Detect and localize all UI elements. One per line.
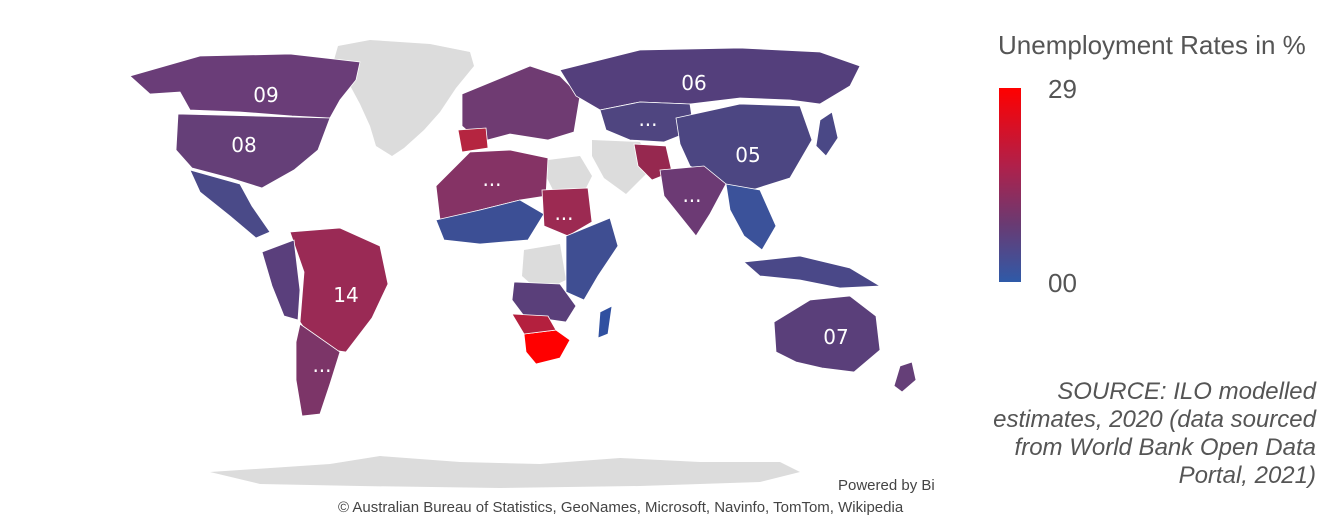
region-south-africa xyxy=(523,329,571,365)
legend-title: Unemployment Rates in % xyxy=(998,30,1306,60)
region-west-africa xyxy=(435,199,545,245)
region-southern-africa xyxy=(511,281,577,323)
map-attribution: © Australian Bureau of Statistics, GeoNa… xyxy=(338,499,904,516)
region-andes xyxy=(261,239,301,321)
source-note: SOURCE: ILO modelled estimates, 2020 (da… xyxy=(993,378,1316,489)
greenland xyxy=(334,40,474,156)
region-canada xyxy=(129,53,361,119)
region-namibia-botswana xyxy=(511,313,557,335)
label-argentina: ... xyxy=(312,353,331,377)
region-brazil xyxy=(289,227,389,353)
region-indonesia xyxy=(743,255,882,289)
region-united-states xyxy=(175,113,331,189)
drc-nodata xyxy=(522,244,566,292)
region-madagascar xyxy=(597,305,613,339)
region-australia xyxy=(773,295,881,373)
label-sudan: ... xyxy=(554,201,573,225)
region-india xyxy=(659,165,727,237)
antarctica xyxy=(210,456,800,488)
label-russia: 06 xyxy=(681,71,706,95)
region-china xyxy=(675,103,813,191)
label-united-states: 08 xyxy=(231,133,256,157)
legend-min-label: 00 xyxy=(1048,268,1077,298)
region-southeast-asia xyxy=(725,183,777,251)
label-north-africa: ... xyxy=(482,167,501,191)
region-argentina xyxy=(295,323,341,417)
region-sudan xyxy=(541,187,593,237)
label-india: ... xyxy=(682,183,701,207)
label-brazil: 14 xyxy=(333,283,358,307)
label-china: 05 xyxy=(735,143,760,167)
world-choropleth-map: 09 08 14 ... ... ... 06 ... 05 ... 07 xyxy=(129,40,917,488)
region-iberia xyxy=(457,127,489,153)
region-new-zealand xyxy=(893,361,917,393)
legend-color-scale xyxy=(999,88,1021,282)
label-kazakhstan: ... xyxy=(638,107,657,131)
legend-max-label: 29 xyxy=(1048,74,1077,104)
region-japan xyxy=(815,111,839,157)
region-central-america xyxy=(189,169,271,239)
label-australia: 07 xyxy=(823,325,848,349)
powered-by-credit: Powered by Bing xyxy=(838,477,934,494)
label-canada: 09 xyxy=(253,83,278,107)
region-russia xyxy=(559,47,861,111)
